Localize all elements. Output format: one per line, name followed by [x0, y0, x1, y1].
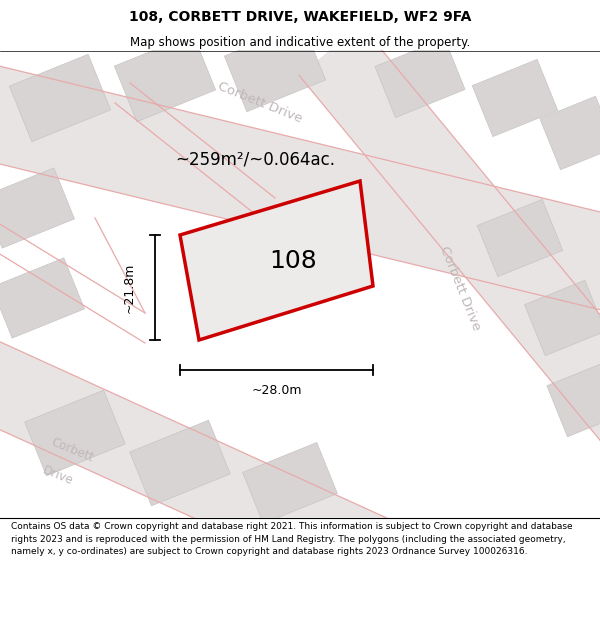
Polygon shape	[547, 363, 600, 437]
Text: Corbett Drive: Corbett Drive	[437, 244, 483, 332]
Polygon shape	[540, 96, 600, 170]
Polygon shape	[0, 258, 85, 338]
Polygon shape	[0, 168, 74, 248]
Text: Contains OS data © Crown copyright and database right 2021. This information is : Contains OS data © Crown copyright and d…	[11, 522, 572, 556]
Text: ~28.0m: ~28.0m	[251, 384, 302, 396]
Polygon shape	[242, 442, 337, 524]
Text: Drive: Drive	[41, 464, 75, 488]
Polygon shape	[10, 54, 110, 142]
Polygon shape	[524, 281, 600, 356]
Polygon shape	[130, 420, 230, 506]
Text: Corbett: Corbett	[49, 436, 95, 464]
Polygon shape	[25, 390, 125, 476]
Polygon shape	[299, 24, 600, 464]
Polygon shape	[0, 57, 600, 319]
Polygon shape	[477, 199, 563, 277]
Polygon shape	[472, 59, 558, 137]
Text: Corbett Drive: Corbett Drive	[216, 80, 304, 126]
Polygon shape	[115, 34, 215, 122]
Polygon shape	[0, 327, 416, 604]
Text: 108: 108	[269, 249, 317, 272]
Polygon shape	[180, 181, 373, 340]
Text: ~259m²/~0.064ac.: ~259m²/~0.064ac.	[175, 151, 335, 169]
Text: ~21.8m: ~21.8m	[122, 262, 136, 312]
Text: Map shows position and indicative extent of the property.: Map shows position and indicative extent…	[130, 36, 470, 49]
Text: 108, CORBETT DRIVE, WAKEFIELD, WF2 9FA: 108, CORBETT DRIVE, WAKEFIELD, WF2 9FA	[129, 10, 471, 24]
Polygon shape	[224, 24, 326, 112]
Polygon shape	[375, 39, 465, 118]
